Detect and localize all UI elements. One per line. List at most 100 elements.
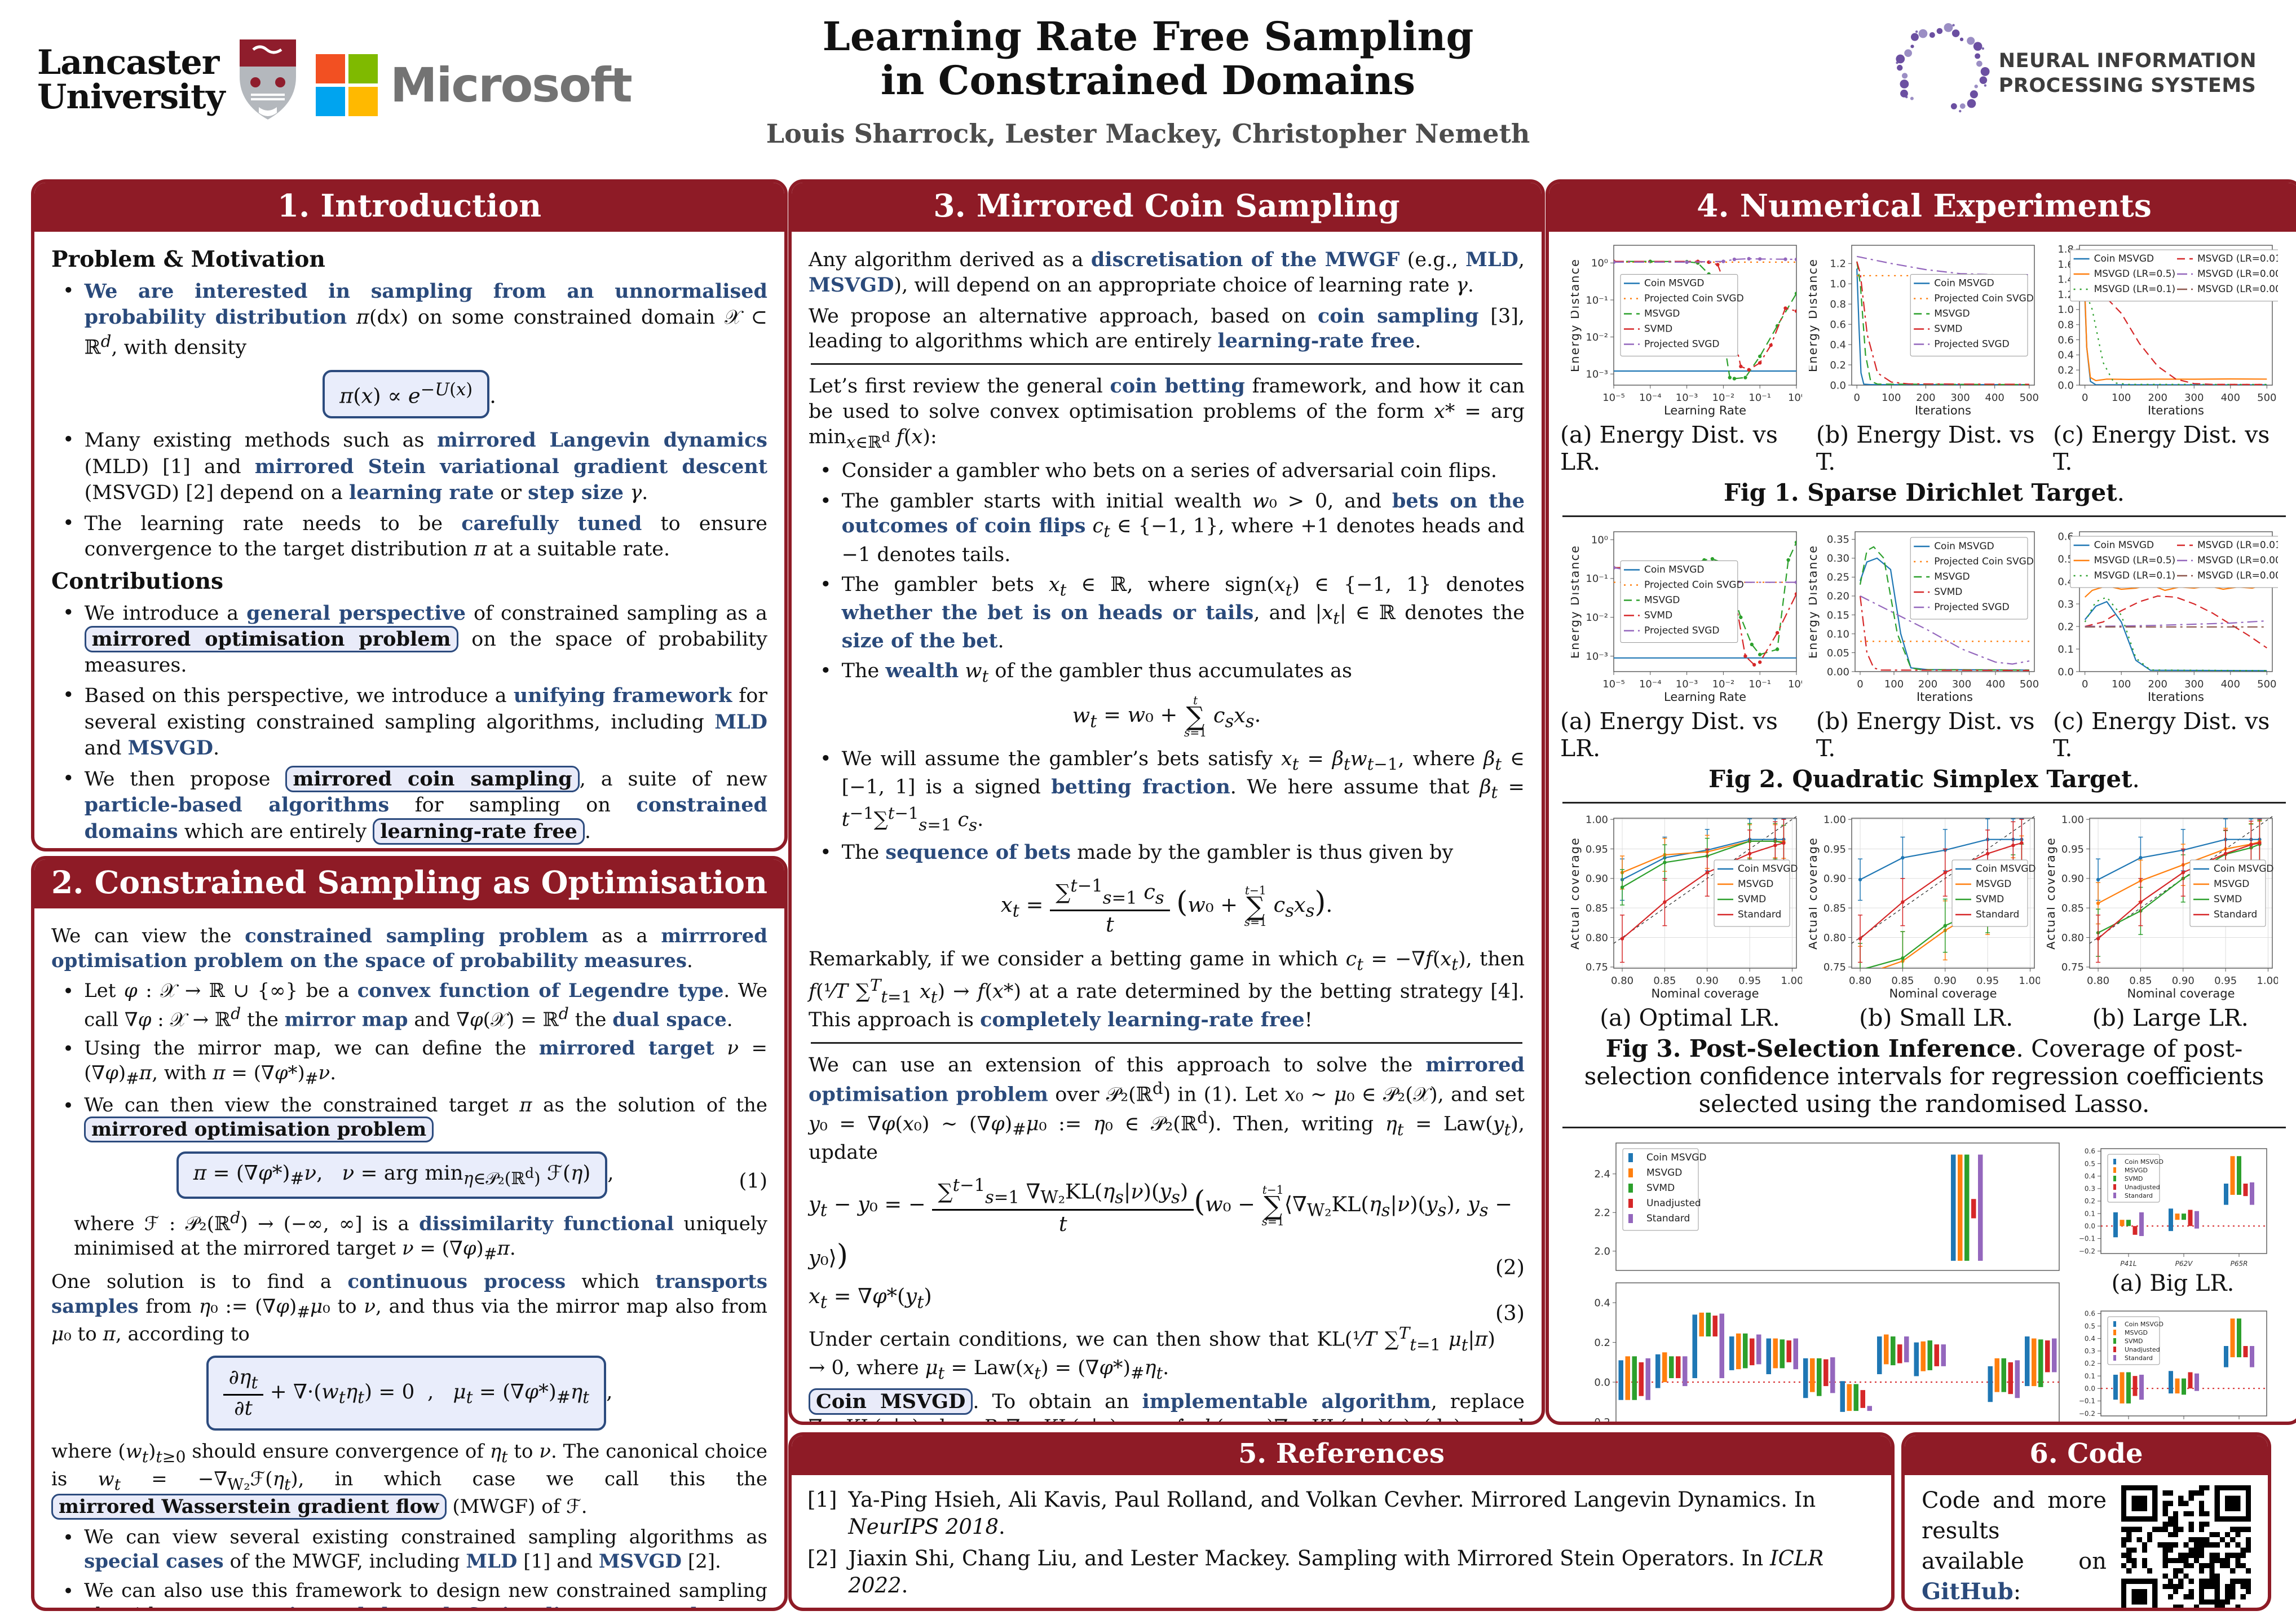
svg-text:SVMD: SVMD (2125, 1338, 2143, 1345)
paragraph: Remarkably, if we consider a betting gam… (809, 947, 1525, 1031)
svg-text:0.35: 0.35 (1826, 534, 1849, 546)
svg-text:Projected SVGD: Projected SVGD (1644, 625, 1720, 637)
svg-text:0.4: 0.4 (1830, 339, 1846, 351)
svg-text:2.0: 2.0 (1594, 1246, 1610, 1257)
svg-text:10⁰: 10⁰ (1787, 392, 1802, 404)
svg-text:0.4: 0.4 (1594, 1298, 1610, 1309)
svg-text:P41L: P41L (2120, 1422, 2136, 1425)
svg-text:Coin MSVGD: Coin MSVGD (2125, 1158, 2163, 1166)
svg-text:Unadjusted: Unadjusted (2125, 1184, 2160, 1191)
svg-text:−0.2: −0.2 (2078, 1410, 2095, 1418)
svg-text:0.4: 0.4 (2057, 350, 2074, 361)
svg-text:0.80: 0.80 (1849, 975, 1871, 987)
svg-text:1.00: 1.00 (2257, 975, 2278, 987)
svg-text:P67N: P67N (1712, 1423, 1747, 1425)
svg-text:MSVGD (LR=0.0001): MSVGD (LR=0.0001) (2197, 284, 2278, 295)
svg-text:Coin MSVGD: Coin MSVGD (1934, 278, 1994, 289)
svg-text:0.90: 0.90 (2171, 975, 2194, 987)
svg-text:Energy Distance: Energy Distance (1571, 258, 1582, 372)
paragraph: where (wt)t≥0 should ensure convergence … (51, 1440, 767, 1520)
svg-text:1.4: 1.4 (2057, 274, 2074, 286)
svg-text:400: 400 (1985, 392, 2004, 404)
equation-mwgf: ∂ηt ∂t + ∇·(wtηt) = 0 , μt = (∇φ*)#ηt, (51, 1356, 767, 1431)
svg-text:SVMD: SVMD (1644, 324, 1672, 335)
svg-text:Projected SVGD: Projected SVGD (1934, 339, 2010, 350)
divider (1562, 515, 2286, 517)
svg-text:Energy Distance: Energy Distance (1571, 545, 1582, 659)
heading-problem-motivation: Problem & Motivation (51, 246, 325, 272)
svg-text:500: 500 (2257, 678, 2276, 690)
svg-text:300: 300 (2184, 392, 2204, 404)
panel-references-title: 5. References (792, 1436, 1891, 1475)
contribution-bullet: • We then propose mirrored coin sampling,… (63, 765, 767, 845)
svg-text:0.0: 0.0 (2057, 379, 2074, 391)
panel-introduction: 1. Introduction Problem & Motivation • We… (31, 179, 788, 851)
svg-text:Coin MSVGD: Coin MSVGD (1646, 1152, 1707, 1163)
svg-text:100: 100 (1882, 392, 1901, 404)
svg-text:1.00: 1.00 (2019, 975, 2040, 987)
fig4-inset-a-caption: (a) Big LR. (2111, 1270, 2235, 1296)
panel-mirrored-coin-sampling: 3. Mirrored Coin Sampling Any algorithm … (788, 179, 1545, 1425)
bullet: • The gambler starts with initial wealth … (820, 489, 1525, 566)
svg-text:10⁻³: 10⁻³ (1675, 392, 1698, 404)
svg-text:Projected Coin SVGD: Projected Coin SVGD (1644, 580, 1744, 591)
svg-text:200: 200 (2148, 678, 2167, 690)
svg-text:100: 100 (1884, 678, 1903, 690)
svg-text:0.4: 0.4 (2057, 576, 2074, 588)
svg-text:1.0: 1.0 (2057, 304, 2074, 316)
svg-text:0.3: 0.3 (2084, 1185, 2095, 1193)
panel-introduction-title: 1. Introduction (34, 183, 784, 232)
svg-text:0.15: 0.15 (1826, 610, 1849, 621)
svg-text:10⁻⁴: 10⁻⁴ (1639, 678, 1661, 690)
fig3-subcaption-c: (b) Large LR. (2092, 1004, 2249, 1031)
svg-text:SVMD: SVMD (1644, 610, 1672, 621)
fig2-caption: Fig 2. Quadratic Simplex Target. (1708, 765, 2140, 793)
panel-constrained-title: 2. Constrained Sampling as Optimisation (34, 859, 784, 908)
svg-text:10⁻¹: 10⁻¹ (1586, 294, 1608, 306)
fig1-subcaption-c: (c) Energy Dist. vs T. (2053, 421, 2270, 475)
svg-text:MSVGD (LR=0.1): MSVGD (LR=0.1) (2094, 570, 2175, 581)
bullet: • The gambler bets xt ∈ ℝ, where sign(xt)… (820, 573, 1525, 653)
svg-text:MSVGD: MSVGD (1644, 308, 1680, 320)
svg-text:0.5: 0.5 (2057, 553, 2074, 565)
qr-code (2121, 1485, 2251, 1608)
svg-text:Projected Coin SVGD: Projected Coin SVGD (1644, 293, 1744, 304)
lancaster-logo: Lancaster University (37, 36, 299, 124)
svg-text:500: 500 (2019, 392, 2038, 404)
fig2-subcaption-a: (a) Energy Dist. vs LR. (1560, 708, 1778, 762)
svg-text:MSVGD: MSVGD (1934, 308, 1970, 320)
svg-text:SVMD: SVMD (1646, 1182, 1675, 1194)
svg-text:2.4: 2.4 (1594, 1168, 1610, 1180)
svg-text:0.25: 0.25 (1826, 572, 1849, 584)
svg-text:Coin MSVGD: Coin MSVGD (1976, 863, 2036, 875)
divider (811, 1042, 1522, 1044)
svg-text:200: 200 (1916, 392, 1935, 404)
svg-text:400: 400 (2220, 678, 2240, 690)
svg-text:P70R: P70R (1787, 1423, 1821, 1425)
svg-text:P151M: P151M (1852, 1423, 1895, 1425)
svg-text:1.2: 1.2 (1830, 258, 1846, 270)
svg-text:0: 0 (2081, 678, 2087, 690)
panel-code-title: 6. Code (1905, 1436, 2268, 1475)
microsoft-wordmark: Microsoft (390, 58, 633, 113)
chart-fig3c: 0.75 0.80 0.85 0.90 0.95 1.00 0.80 0.85 0.90 0.95… (2044, 813, 2279, 1002)
svg-text:Standard: Standard (2214, 909, 2257, 920)
bullet: • The wealth wt of the gambler thus accum… (820, 659, 1352, 686)
svg-text:P184V: P184V (1928, 1422, 1970, 1425)
svg-text:MSVGD: MSVGD (2214, 879, 2249, 890)
panel-coin-title: 3. Mirrored Coin Sampling (792, 183, 1542, 232)
svg-text:MSVGD (LR=0.001): MSVGD (LR=0.001) (2197, 555, 2278, 566)
divider (1562, 802, 2286, 804)
svg-text:0.95: 0.95 (1738, 975, 1761, 987)
svg-text:0.0: 0.0 (2057, 666, 2074, 678)
svg-text:MSVGD: MSVGD (1644, 595, 1680, 606)
svg-text:−0.1: −0.1 (2078, 1235, 2095, 1243)
equation-1: π = (∇φ*)#ν, ν = arg minη∈𝒫₂(ℝd) ℱ(η), (… (51, 1151, 767, 1199)
svg-text:P210W: P210W (1962, 1423, 2006, 1425)
fig3-caption: Fig 3. Post-Selection Inference. Coverag… (1584, 1035, 2264, 1118)
svg-text:0.95: 0.95 (2061, 844, 2083, 855)
svg-text:P62V: P62V (2175, 1422, 2193, 1425)
fig1-subcaption-b: (b) Energy Dist. vs T. (1816, 421, 2035, 475)
svg-text:Iterations: Iterations (2147, 690, 2204, 704)
svg-text:MSVGD: MSVGD (2125, 1329, 2148, 1336)
